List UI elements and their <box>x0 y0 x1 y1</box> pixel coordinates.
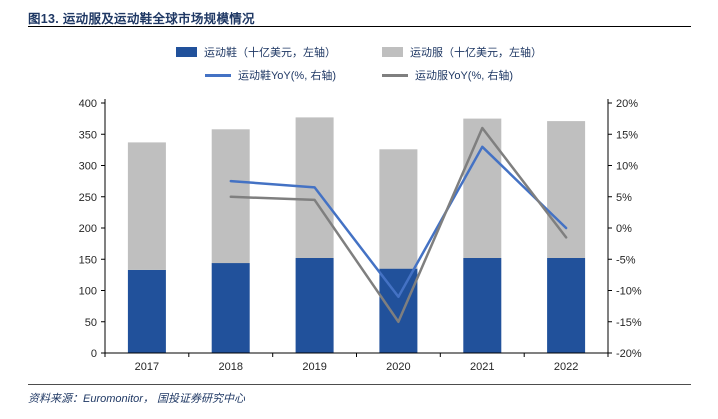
legend-item-apparel-yoy-line: 运动服YoY(%, 右轴) <box>382 67 513 83</box>
apparel-line-swatch-icon <box>382 73 408 77</box>
legend-row-lines: 运动鞋YoY(%, 右轴) 运动服YoY(%, 右轴) <box>204 67 513 83</box>
legend-item-shoes-bar: 运动鞋（十亿美元，左轴） <box>176 44 336 60</box>
chart-legend: 运动鞋（十亿美元，左轴） 运动服（十亿美元，左轴） 运动鞋YoY(%, 右轴) … <box>0 44 718 83</box>
shoes-bar-swatch-icon <box>176 47 197 57</box>
legend-label: 运动服YoY(%, 右轴) <box>415 70 514 82</box>
apparel-bar-swatch-icon <box>382 47 403 57</box>
left-axis-tick-label: 250 <box>79 192 97 204</box>
yoy-line <box>229 126 568 324</box>
bar-segment <box>463 118 502 258</box>
legend-item-shoes-yoy-line: 运动鞋YoY(%, 右轴) <box>204 67 336 83</box>
source-divider <box>28 384 691 385</box>
left-axis-tick-label: 100 <box>79 286 97 298</box>
bar-segment <box>379 268 418 353</box>
right-axis-tick-label: -15% <box>616 317 642 329</box>
left-axis-tick-label: 300 <box>79 161 97 173</box>
right-axis-tick-label: 20% <box>616 98 638 110</box>
shoes-line-swatch-icon <box>204 73 231 77</box>
legend-label: 运动服（十亿美元，左轴） <box>410 47 542 59</box>
x-axis-tick-label: 2018 <box>219 361 243 373</box>
left-axis-tick-label: 150 <box>79 254 97 266</box>
left-axis-tick-label: 350 <box>79 129 97 141</box>
bar-segment <box>379 149 418 269</box>
source-note: 资料来源：Euromonitor， 国投证券研究中心 <box>28 393 245 405</box>
right-axis-tick-label: 15% <box>616 129 638 141</box>
right-axis-tick-label: -10% <box>616 286 642 298</box>
right-axis-tick-label: -5% <box>616 254 636 266</box>
left-axis-tick-label: 200 <box>79 223 97 235</box>
x-axis-tick-label: 2022 <box>554 361 578 373</box>
x-axis-tick-label: 2019 <box>302 361 326 373</box>
x-axis-tick-label: 2021 <box>470 361 494 373</box>
left-axis-tick-label: 0 <box>91 348 97 360</box>
right-axis-tick-label: 10% <box>616 161 638 173</box>
yoy-line <box>229 145 568 299</box>
bar-segment <box>295 258 334 353</box>
left-axis-tick-label: 50 <box>85 317 97 329</box>
bar-segment <box>547 258 586 353</box>
bar-segment <box>211 263 250 353</box>
bar-segment <box>127 269 166 353</box>
legend-row-bars: 运动鞋（十亿美元，左轴） 运动服（十亿美元，左轴） <box>176 44 542 60</box>
x-axis-tick-label: 2017 <box>135 361 159 373</box>
title-divider <box>28 26 691 28</box>
left-axis-tick-label: 400 <box>79 98 97 110</box>
bar-segment <box>127 142 166 270</box>
legend-label: 运动鞋（十亿美元，左轴） <box>204 47 336 59</box>
figure-title: 图13. 运动服及运动鞋全球市场规模情况 <box>28 12 255 26</box>
right-axis-tick-label: 0% <box>616 223 632 235</box>
bar-segment <box>463 258 502 353</box>
legend-item-apparel-bar: 运动服（十亿美元，左轴） <box>382 44 542 60</box>
bar-segment <box>547 121 586 258</box>
chart-canvas: 0 50 100 150 200 250 300 350 400 -20% -15% -10% -5% 0… <box>79 98 642 373</box>
legend-label: 运动鞋YoY(%, 右轴) <box>237 70 336 82</box>
right-axis-tick-label: -20% <box>616 348 642 360</box>
x-axis-tick-label: 2020 <box>386 361 410 373</box>
right-axis-tick-label: 5% <box>616 192 632 204</box>
